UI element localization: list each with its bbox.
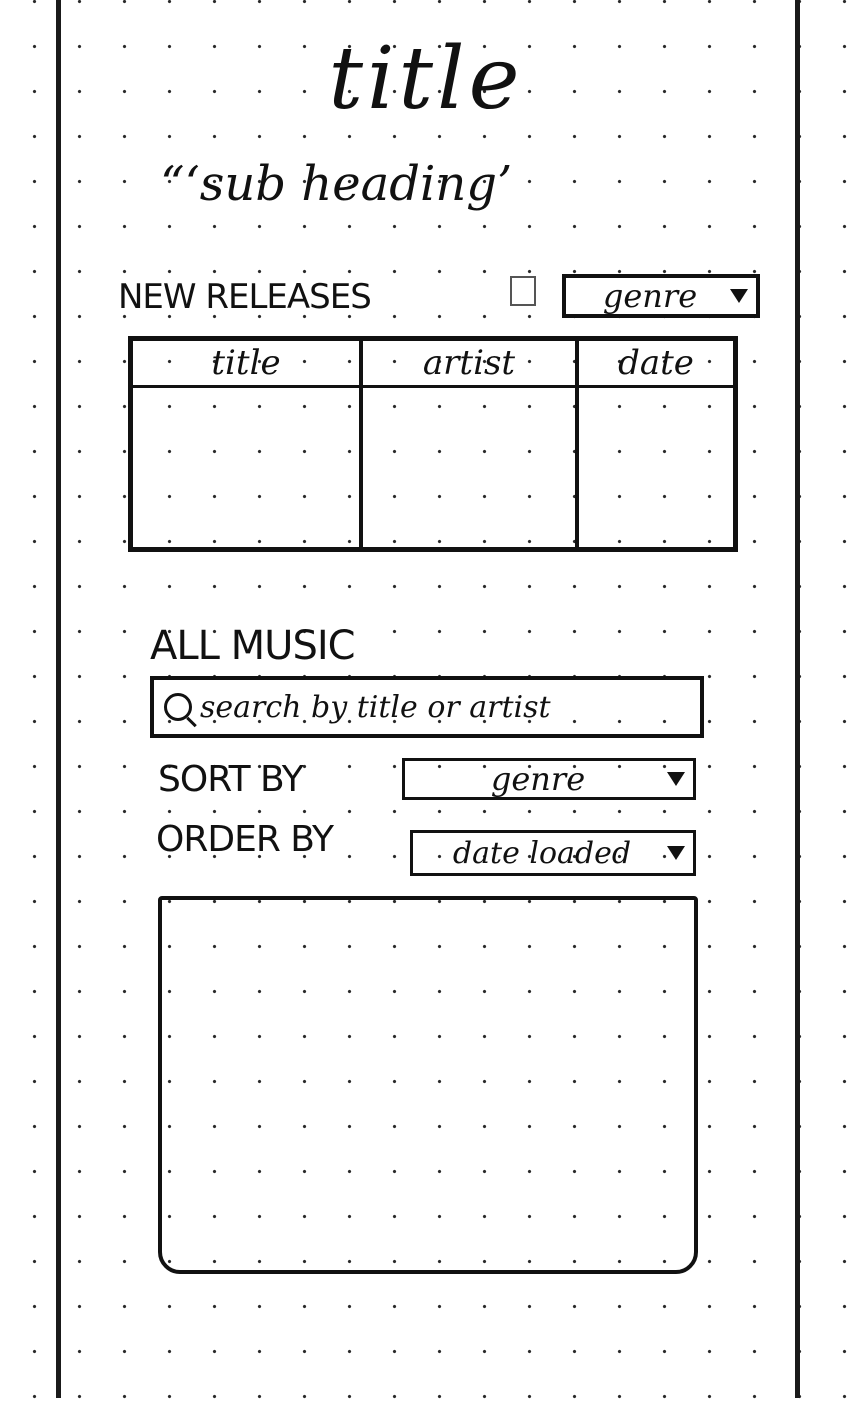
order-by-label: ORDER BY xyxy=(156,819,334,860)
phone-frame xyxy=(56,0,800,1398)
search-icon xyxy=(164,693,192,721)
all-music-heading: ALL MUSIC xyxy=(150,623,356,669)
table-cell-title xyxy=(133,388,363,548)
table-header-row: title artist date xyxy=(133,341,733,388)
table-body xyxy=(133,388,733,548)
column-header-date[interactable]: date xyxy=(618,343,694,383)
chevron-down-icon xyxy=(667,846,685,860)
sort-by-dropdown[interactable]: genre xyxy=(402,758,696,800)
new-releases-table: title artist date xyxy=(128,336,738,552)
sort-by-label: SORT BY xyxy=(158,759,304,800)
search-input[interactable]: search by title or artist xyxy=(150,676,704,738)
order-by-value: date loaded xyxy=(452,835,632,871)
chevron-down-icon xyxy=(667,772,685,786)
table-cell-date xyxy=(579,388,733,548)
filter-checkbox[interactable] xyxy=(510,276,536,306)
new-releases-genre-dropdown[interactable]: genre xyxy=(562,274,760,318)
search-placeholder: search by title or artist xyxy=(200,689,551,725)
page-subheading: “‘sub heading’ xyxy=(160,156,513,212)
music-results-list[interactable] xyxy=(158,896,698,1274)
chevron-down-icon xyxy=(730,289,748,303)
column-header-artist[interactable]: artist xyxy=(363,341,579,385)
new-releases-heading: NEW RELEASES xyxy=(118,277,372,317)
sort-by-value: genre xyxy=(490,760,586,798)
page-title: title xyxy=(328,29,524,129)
table-cell-artist xyxy=(363,388,579,548)
genre-dropdown-value: genre xyxy=(602,277,698,315)
order-by-dropdown[interactable]: date loaded xyxy=(410,830,696,876)
column-header-title[interactable]: title xyxy=(133,341,363,385)
